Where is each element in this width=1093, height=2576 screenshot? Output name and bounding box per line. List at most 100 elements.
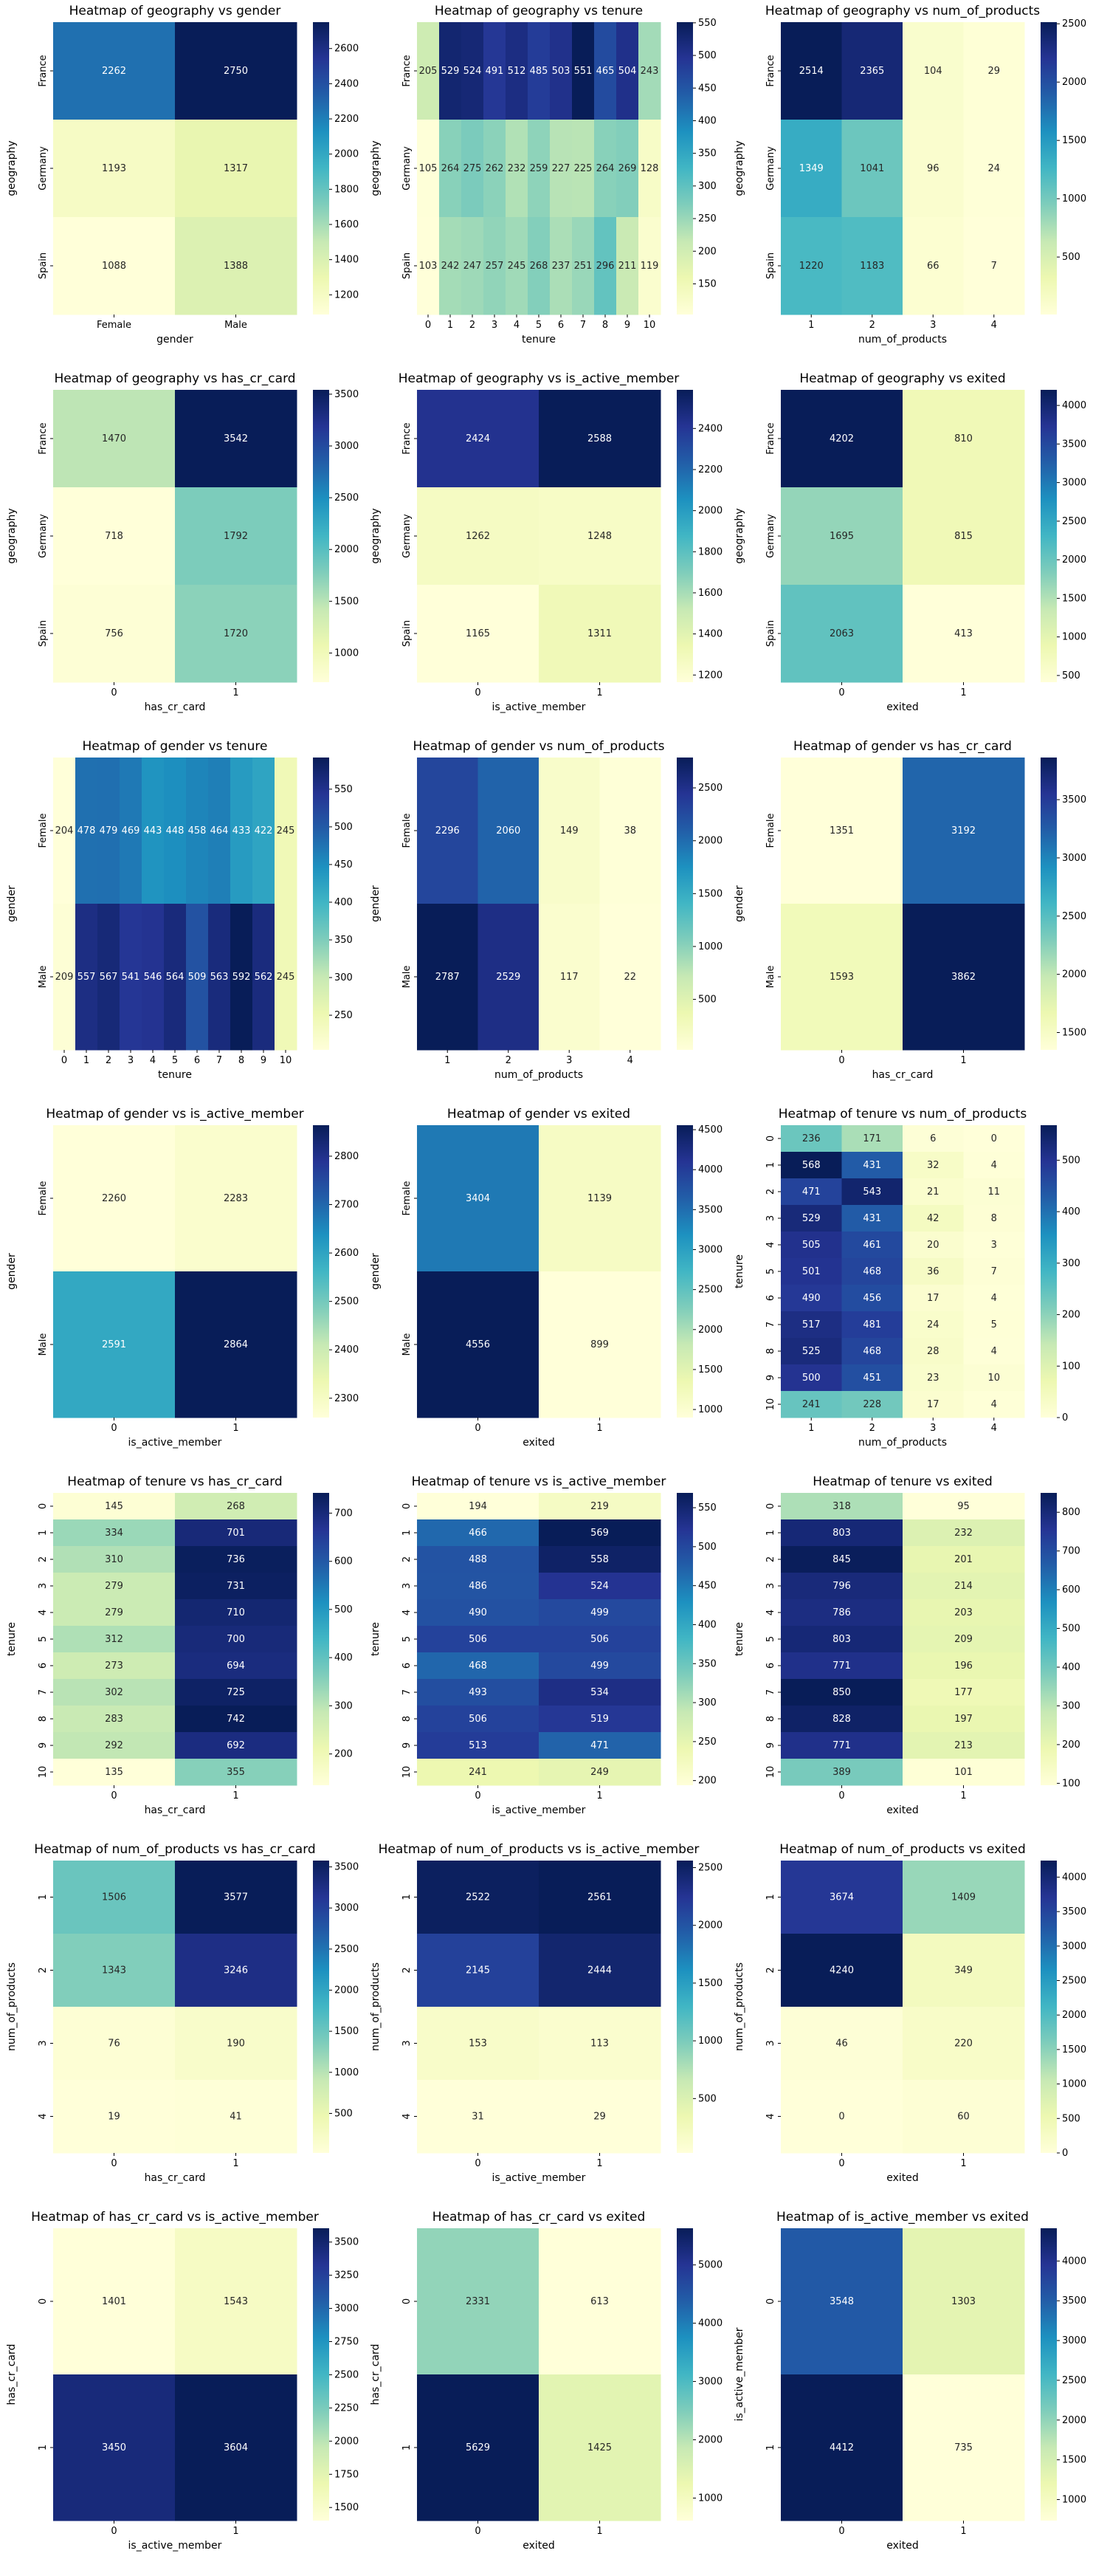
heatmap-cell: [539, 2007, 661, 2081]
x-tick-label: 2: [506, 1055, 511, 1066]
heatmap-cell: [539, 1934, 661, 2007]
y-tick-label: Female: [38, 1181, 49, 1215]
heatmap-cell: [903, 120, 964, 218]
heatmap-cell: [53, 2228, 176, 2375]
heatmap-svg: Heatmap of has_cr_card vs is_active_memb…: [6, 2210, 359, 2552]
x-tick-label: 0: [61, 1055, 67, 1066]
cell-value-label: 771: [832, 1740, 851, 1751]
colorbar-tick-label: 2500: [1062, 1976, 1086, 1987]
cell-value-label: 478: [77, 825, 96, 837]
cell-value-label: 1593: [830, 972, 854, 983]
cell-value-label: 505: [802, 1240, 821, 1251]
y-tick-label: 6: [765, 1295, 776, 1301]
heatmap-cell: [594, 217, 617, 315]
heatmap-cell: [539, 1493, 661, 1520]
colorbar-tick-label: 400: [334, 897, 353, 908]
y-axis-label: tenure: [734, 1622, 745, 1656]
heatmap-cell: [175, 1934, 297, 2007]
cell-value-label: 431: [863, 1213, 881, 1224]
x-tick-label: 1: [808, 320, 814, 331]
heatmap-cell: [53, 1546, 176, 1573]
y-tick-label: 2: [401, 1967, 413, 1973]
heatmap-cell: [781, 1364, 842, 1392]
cell-value-label: 310: [105, 1554, 123, 1565]
colorbar-tick-label: 2750: [334, 2337, 359, 2348]
x-tick-label: 1: [444, 1055, 450, 1066]
heatmap-cell: [781, 1652, 903, 1680]
y-tick-label: Germany: [401, 146, 413, 190]
cell-value-label: 3548: [830, 2296, 854, 2307]
x-axis-label: num_of_products: [494, 1069, 583, 1081]
colorbar-tick-label: 2000: [1062, 77, 1086, 88]
heatmap-cell: [638, 22, 661, 120]
heatmap-cell: [841, 1232, 903, 1259]
cell-value-label: 302: [105, 1687, 123, 1698]
colorbar-tick-label: 1000: [1062, 2079, 1086, 2090]
colorbar-tick-label: 2500: [698, 1863, 723, 1874]
y-tick-label: 4: [38, 1610, 49, 1615]
cell-value-label: 1317: [224, 163, 248, 174]
heatmap-svg: Heatmap of geography vs gender 2262 2750 11…: [6, 4, 359, 346]
heatmap-cell: [781, 390, 903, 488]
cell-value-label: 4412: [830, 2442, 854, 2453]
heatmap-cell: [175, 1679, 297, 1706]
colorbar-tick-label: 2700: [334, 1200, 359, 1211]
heatmap-cell: [781, 904, 903, 1051]
cell-value-label: 22: [624, 972, 636, 983]
heatmap-svg: Heatmap of geography vs num_of_products 2…: [734, 4, 1086, 346]
colorbar-tick-label: 3500: [334, 2237, 359, 2248]
y-tick-label: 2: [765, 1189, 776, 1195]
heatmap-svg: Heatmap of num_of_products vs is_active_…: [370, 1842, 723, 2184]
cell-value-label: 2444: [587, 1965, 612, 1976]
cell-value-label: 213: [954, 1740, 973, 1751]
cell-value-label: 31: [472, 2112, 484, 2123]
heatmap-cell: [781, 487, 903, 585]
cell-value-label: 488: [469, 1554, 487, 1565]
cell-value-label: 66: [927, 261, 939, 272]
x-tick-label: 1: [808, 1423, 814, 1434]
heatmap-svg: Heatmap of num_of_products vs has_cr_car…: [6, 1842, 359, 2184]
heatmap-cell: [53, 2374, 176, 2521]
colorbar-tick-label: 1600: [698, 588, 723, 599]
cell-value-label: 4240: [830, 1965, 854, 1976]
cell-value-label: 264: [596, 163, 615, 174]
cell-value-label: 756: [105, 628, 123, 639]
heatmap-cell: [550, 217, 573, 315]
chart-title: Heatmap of geography vs gender: [69, 4, 281, 18]
heatmap-cell: [417, 217, 440, 315]
x-tick-label: 0: [475, 1790, 480, 1802]
cell-value-label: 135: [105, 1767, 123, 1778]
heatmap-cell: [903, 487, 1025, 585]
y-tick-label: 4: [401, 2113, 413, 2119]
colorbar-tick-label: 500: [698, 995, 717, 1006]
colorbar: [313, 390, 329, 682]
heatmap-cell: [841, 1178, 903, 1206]
heatmap-cell: [506, 120, 528, 218]
colorbar-tick-label: 500: [1062, 2113, 1080, 2124]
colorbar: [1041, 1125, 1057, 1418]
heatmap-cell: [781, 2228, 903, 2375]
colorbar: [677, 1861, 693, 2153]
colorbar-tick-label: 500: [334, 1604, 353, 1615]
x-tick-label: 1: [232, 2158, 238, 2169]
colorbar-tick-label: 4500: [698, 1124, 723, 1136]
colorbar-tick-label: 100: [1062, 1778, 1080, 1789]
colorbar: [1041, 1861, 1057, 2153]
heatmap-cell: [53, 390, 176, 488]
cell-value-label: 4: [991, 1346, 997, 1357]
x-tick-label: 0: [425, 320, 431, 331]
heatmap-cell: [841, 1391, 903, 1418]
heatmap-panel: Heatmap of geography vs gender 2262 2750 11…: [0, 0, 364, 368]
heatmap-cell: [417, 2228, 539, 2375]
cell-value-label: 1183: [860, 261, 884, 272]
heatmap-cell: [781, 1573, 903, 1600]
y-tick-label: 8: [765, 1348, 776, 1354]
heatmap-cell: [477, 904, 539, 1051]
colorbar-tick-label: 250: [698, 213, 717, 224]
colorbar-tick-label: 500: [334, 2108, 353, 2119]
x-tick-label: 1: [83, 1055, 89, 1066]
heatmap-cell: [963, 1205, 1025, 1232]
heatmap-cell: [175, 22, 297, 120]
y-axis-label: gender: [734, 885, 745, 922]
heatmap-cell: [903, 22, 964, 120]
